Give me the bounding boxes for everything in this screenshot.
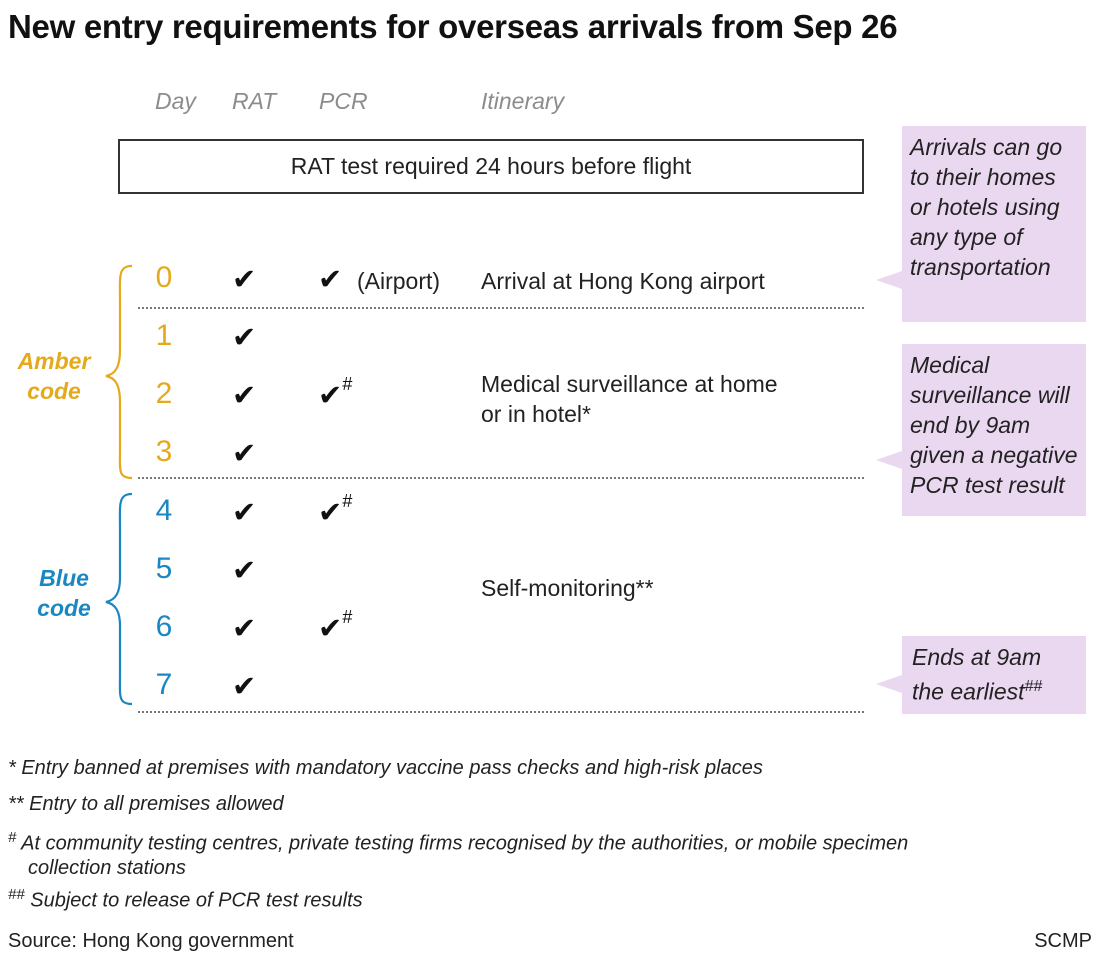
footnote-double-star: ** Entry to all premises allowed	[8, 793, 284, 815]
header-day: Day	[155, 88, 196, 114]
separator-line	[138, 711, 864, 713]
rat-check-icon: ✔	[232, 555, 257, 587]
itinerary-arrival: Arrival at Hong Kong airport	[481, 268, 765, 294]
amber-code-word: Amber	[17, 348, 91, 374]
day-number: 4	[155, 494, 173, 527]
blue-code-word: Blue	[39, 565, 89, 591]
footnote-star: * Entry banned at premises with mandator…	[8, 757, 763, 779]
blue-brace-icon	[105, 492, 133, 706]
footnote-hash: # At community testing centres, private …	[8, 826, 908, 880]
note-pointer	[876, 271, 902, 289]
note-line: end by 9am	[910, 412, 1031, 438]
rat-check-icon: ✔	[232, 438, 257, 470]
itinerary-self-monitoring: Self-monitoring**	[481, 575, 654, 601]
pcr-check-icon: ✔#	[318, 607, 353, 645]
separator-line	[138, 307, 864, 309]
pcr-check-icon: ✔	[318, 264, 343, 296]
pre-flight-box: RAT test required 24 hours before flight	[118, 139, 864, 194]
day-number: 3	[155, 435, 173, 468]
double-hash-mark: ##	[1024, 678, 1043, 695]
footnote-double-hash: ## Subject to release of PCR test result…	[8, 886, 363, 913]
header-rat: RAT	[232, 88, 277, 114]
note-line: transportation	[910, 254, 1051, 280]
rat-check-icon: ✔	[232, 322, 257, 354]
day-number: 2	[155, 377, 173, 410]
publisher-credit: SCMP	[1034, 930, 1092, 952]
note-arrivals: Arrivals can go to their homes or hotels…	[902, 126, 1086, 322]
note-line: given a negative	[910, 442, 1078, 468]
note-line: to their homes	[910, 164, 1056, 190]
pcr-check-icon: ✔#	[318, 491, 353, 529]
footnote-double-hash-text: Subject to release of PCR test results	[30, 889, 363, 912]
amber-brace-icon	[105, 264, 133, 480]
note-line: any type of	[910, 224, 1023, 250]
hash-mark: #	[342, 607, 353, 627]
pcr-airport-note: (Airport)	[357, 268, 441, 294]
pcr-check-icon: ✔#	[318, 374, 353, 412]
note-line: Medical	[910, 352, 990, 378]
note-line: PCR test result	[910, 472, 1065, 498]
note-line: or hotels using	[910, 194, 1060, 220]
double-hash-mark: ##	[8, 886, 25, 903]
hash-mark: #	[342, 491, 353, 511]
blue-code-label: Blue code	[22, 563, 106, 623]
rat-check-icon: ✔	[232, 671, 257, 703]
note-line: Ends at 9am	[912, 644, 1042, 670]
page-title: New entry requirements for overseas arri…	[8, 8, 898, 45]
note-line: surveillance will	[910, 382, 1070, 408]
amber-code-word: code	[27, 378, 81, 404]
rat-check-icon: ✔	[232, 380, 257, 412]
day-number: 7	[155, 668, 173, 701]
header-itinerary: Itinerary	[481, 88, 565, 114]
note-pointer	[876, 675, 902, 693]
rat-check-icon: ✔	[232, 613, 257, 645]
note-surveillance: Medical surveillance will end by 9am giv…	[902, 344, 1086, 516]
note-line: the earliest##	[912, 678, 1043, 705]
rat-check-icon: ✔	[232, 264, 257, 296]
day-number: 0	[155, 261, 173, 294]
footnote-hash-line: At community testing centres, private te…	[21, 832, 909, 855]
itinerary-medical-line: Medical surveillance at home	[481, 371, 778, 397]
blue-code-word: code	[37, 595, 91, 621]
header-pcr: PCR	[319, 88, 368, 114]
note-ends: Ends at 9am the earliest##	[902, 636, 1086, 714]
itinerary-medical: Medical surveillance at home or in hotel…	[481, 369, 778, 429]
day-number: 6	[155, 610, 173, 643]
note-pointer	[876, 451, 902, 469]
day-number: 5	[155, 552, 173, 585]
rat-check-icon: ✔	[232, 497, 257, 529]
hash-mark: #	[8, 829, 17, 846]
amber-code-label: Amber code	[12, 346, 96, 406]
separator-line	[138, 477, 864, 479]
day-number: 1	[155, 319, 173, 352]
itinerary-medical-line: or in hotel*	[481, 401, 591, 427]
footnote-hash-line: collection stations	[28, 856, 186, 879]
hash-mark: #	[342, 374, 353, 394]
source-credit: Source: Hong Kong government	[8, 930, 294, 952]
note-line: Arrivals can go	[910, 134, 1063, 160]
pre-flight-text: RAT test required 24 hours before flight	[290, 153, 692, 179]
